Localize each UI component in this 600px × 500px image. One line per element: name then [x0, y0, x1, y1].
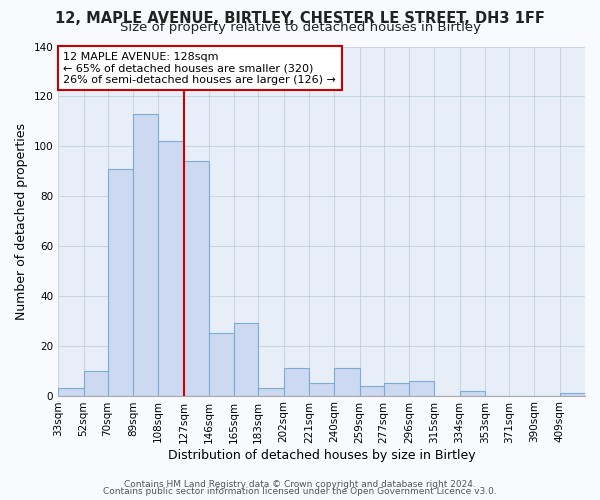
Bar	[359, 386, 383, 396]
Text: Contains public sector information licensed under the Open Government Licence v3: Contains public sector information licen…	[103, 487, 497, 496]
Bar	[383, 383, 409, 396]
Bar	[184, 161, 209, 396]
X-axis label: Distribution of detached houses by size in Birtley: Distribution of detached houses by size …	[168, 450, 475, 462]
Text: Size of property relative to detached houses in Birtley: Size of property relative to detached ho…	[119, 22, 481, 35]
Bar	[234, 324, 258, 396]
Bar	[560, 393, 585, 396]
Bar	[58, 388, 83, 396]
Bar	[409, 380, 434, 396]
Bar	[158, 141, 184, 396]
Text: 12 MAPLE AVENUE: 128sqm
← 65% of detached houses are smaller (320)
26% of semi-d: 12 MAPLE AVENUE: 128sqm ← 65% of detache…	[64, 52, 337, 85]
Bar	[460, 390, 485, 396]
Bar	[334, 368, 359, 396]
Bar	[284, 368, 309, 396]
Bar	[107, 168, 133, 396]
Bar	[133, 114, 158, 396]
Y-axis label: Number of detached properties: Number of detached properties	[15, 122, 28, 320]
Bar	[83, 370, 107, 396]
Bar	[258, 388, 284, 396]
Text: 12, MAPLE AVENUE, BIRTLEY, CHESTER LE STREET, DH3 1FF: 12, MAPLE AVENUE, BIRTLEY, CHESTER LE ST…	[55, 11, 545, 26]
Text: Contains HM Land Registry data © Crown copyright and database right 2024.: Contains HM Land Registry data © Crown c…	[124, 480, 476, 489]
Bar	[309, 383, 334, 396]
Bar	[209, 333, 234, 396]
